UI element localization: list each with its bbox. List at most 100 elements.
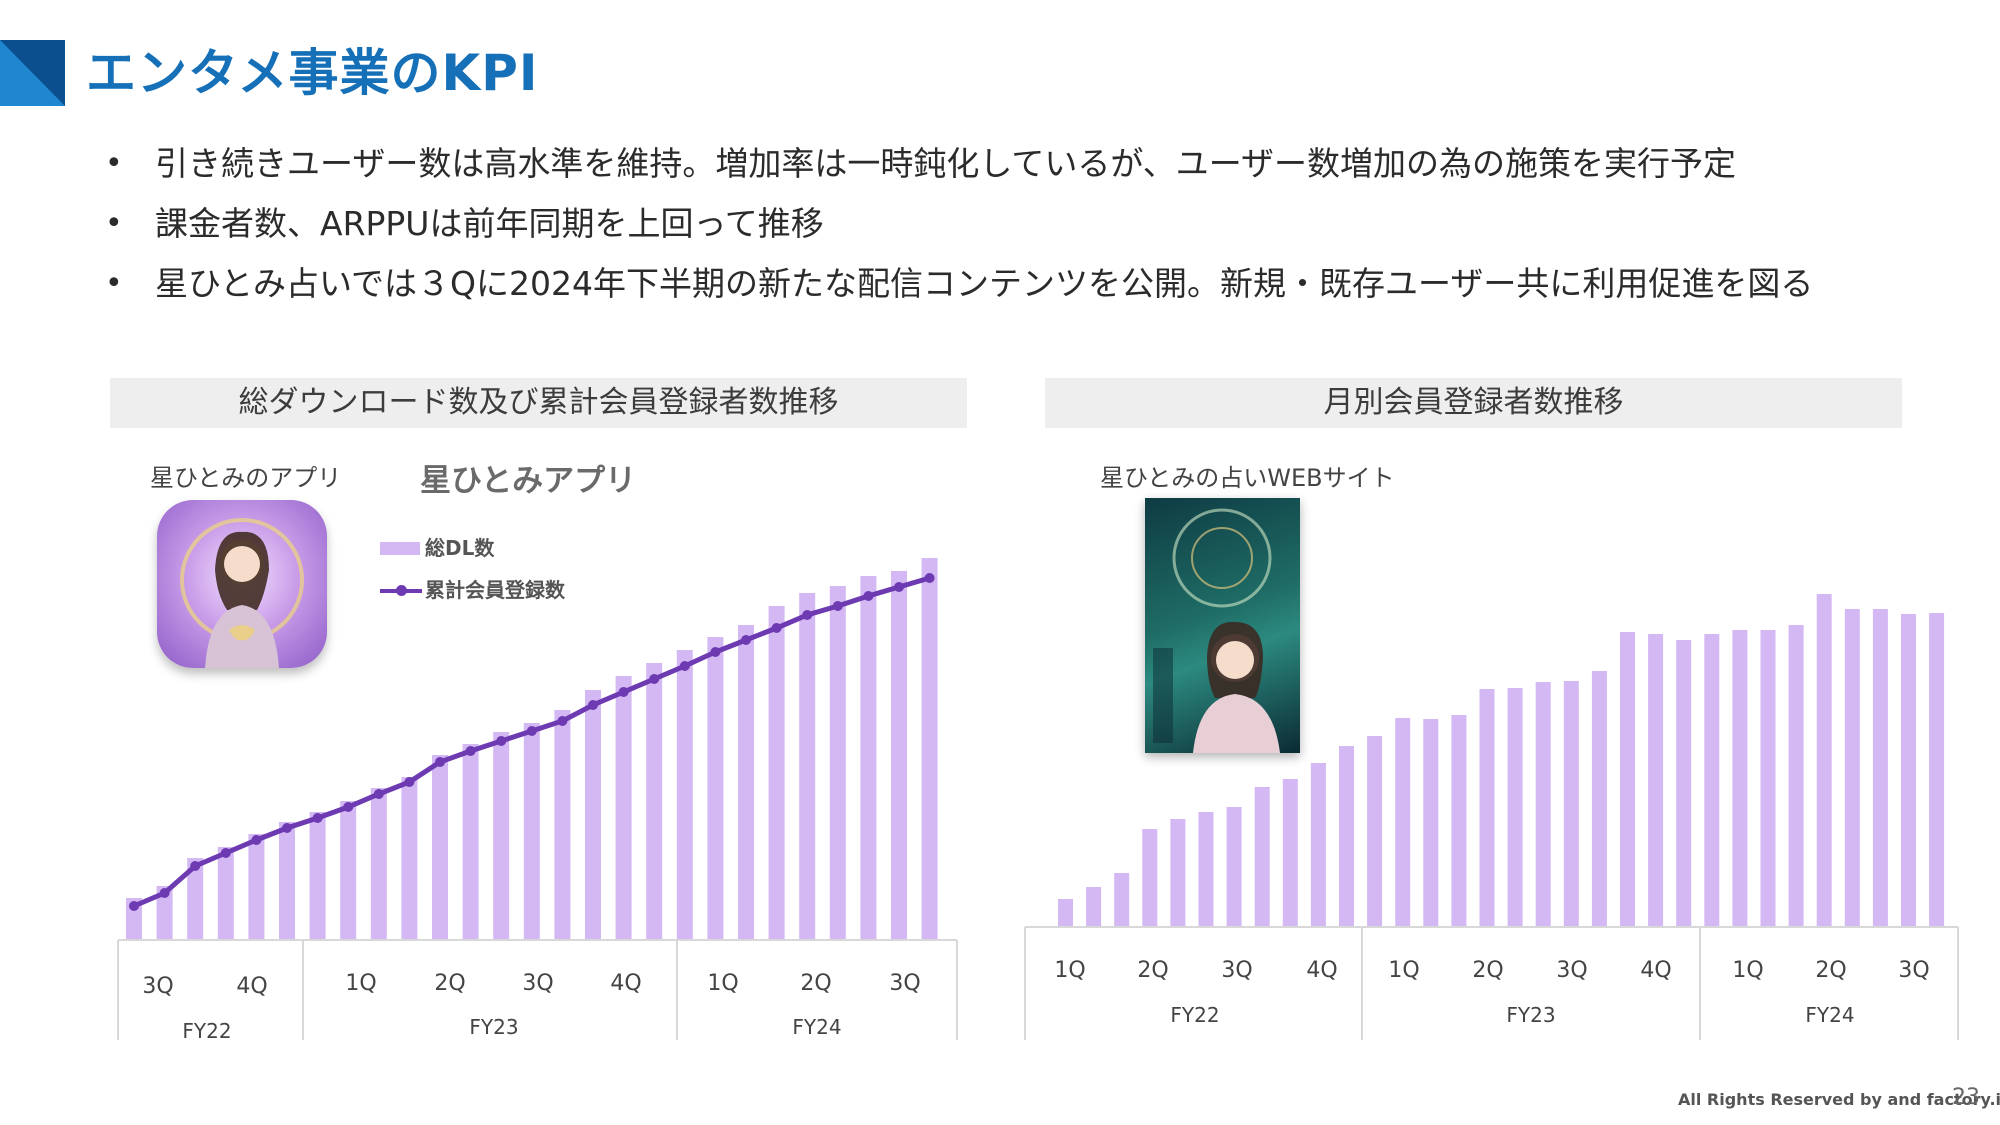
web-label: 星ひとみの占いWEBサイト: [1100, 464, 1395, 492]
quarter-tick-label: 2Q: [1472, 958, 1503, 983]
quarter-tick-label: 3Q: [1556, 958, 1587, 983]
bullet-text: 課金者数、ARPPUは前年同期を上回って推移: [155, 204, 824, 243]
registration-bar: [1563, 681, 1579, 927]
bullet-marker: •: [105, 206, 123, 241]
registrations-point: [343, 802, 354, 812]
registrations-point: [649, 674, 660, 684]
registration-bar: [1620, 632, 1635, 927]
dl-bar: [615, 676, 632, 940]
dl-bar: [401, 777, 418, 940]
total-downloads-chart: 3Q 4Q 1Q 2Q 3Q 4Q 1Q 2Q 3Q FY22 FY23 FY24: [117, 558, 958, 1043]
dl-bar: [707, 637, 724, 940]
registration-bar: [1282, 779, 1298, 927]
fiscal-year-label: FY23: [1506, 1003, 1555, 1027]
dl-bar: [738, 625, 754, 940]
quarter-tick-label: 4Q: [1306, 958, 1337, 983]
dl-bar: [462, 744, 479, 940]
dl-bar: [768, 606, 785, 940]
dl-bar: [891, 571, 907, 940]
registrations-point: [220, 848, 231, 858]
quarter-tick-label: 4Q: [610, 971, 641, 996]
quarter-tick-label: 4Q: [236, 974, 267, 999]
registration-bar: [1114, 873, 1130, 927]
bullet-marker: •: [105, 146, 123, 181]
dl-bar: [309, 812, 326, 940]
registrations-point: [282, 823, 292, 833]
quarter-tick-label: 1Q: [1388, 958, 1419, 983]
app-title: 星ひとみアプリ: [420, 463, 637, 499]
registrations-point: [465, 746, 476, 756]
dl-bar: [370, 788, 387, 940]
fiscal-year-label: FY24: [792, 1015, 841, 1039]
dl-bar: [493, 732, 510, 940]
bullet-item: • 引き続きユーザー数は高水準を維持。増加率は一時鈍化しているが、ユーザー数増加…: [105, 140, 1985, 200]
quarter-tick-label: 2Q: [434, 971, 465, 996]
registrations-point: [159, 888, 170, 898]
fiscal-year-label: FY24: [1805, 1003, 1854, 1027]
registration-bar: [1591, 671, 1607, 927]
bullet-marker: •: [105, 266, 123, 301]
registrations-point: [894, 582, 904, 592]
legend-item-bars: 総DL数: [380, 535, 565, 577]
bullet-text: 星ひとみ占いでは３Qに2024年下半期の新たな配信コンテンツを公開。新規・既存ユ…: [155, 264, 1814, 303]
quarter-tick-label: 1Q: [1054, 958, 1085, 983]
registrations-point: [771, 623, 782, 633]
dl-bar: [217, 847, 234, 940]
page-title: エンタメ事業のKPI: [86, 44, 539, 102]
quarter-tick-label: 3Q: [889, 971, 920, 996]
registration-bar: [1704, 634, 1720, 927]
dl-bar: [829, 586, 846, 940]
quarter-tick-label: 1Q: [707, 971, 738, 996]
registration-bar: [1844, 609, 1860, 927]
dl-bar: [523, 723, 540, 940]
registrations-point: [435, 757, 445, 767]
registration-bar: [1535, 682, 1551, 927]
registration-bar: [1254, 787, 1270, 927]
quarter-tick-label: 3Q: [522, 971, 553, 996]
dl-bar: [646, 663, 663, 940]
legend-bar-swatch: [380, 542, 420, 555]
registrations-point: [190, 861, 201, 871]
registration-bar: [1423, 719, 1439, 927]
legend-line-swatch: [380, 585, 422, 596]
quarter-tick-label: 4Q: [1640, 958, 1671, 983]
quarter-tick-label: 3Q: [1898, 958, 1929, 983]
fiscal-year-label: FY22: [1170, 1003, 1219, 1027]
registration-bar: [1507, 688, 1523, 927]
dl-bar: [676, 650, 693, 940]
app-icon-image: [157, 500, 327, 668]
dl-bar: [554, 710, 571, 940]
legend-line-label: 累計会員登録数: [425, 578, 565, 602]
fiscal-year-label: FY23: [469, 1015, 518, 1039]
quarter-tick-label: 2Q: [1137, 958, 1168, 983]
registration-bar: [1367, 736, 1383, 927]
registrations-point: [404, 777, 415, 787]
registration-bar: [1901, 614, 1916, 927]
registration-bar: [1395, 718, 1411, 927]
dl-bar: [248, 834, 265, 940]
registration-bar: [1788, 625, 1804, 927]
dl-bar: [860, 576, 877, 940]
dl-bar: [340, 801, 357, 940]
copyright-footer: All Rights Reserved by and factory.inc: [1678, 1090, 2000, 1109]
registration-bar: [1479, 689, 1495, 927]
registration-bar: [1058, 899, 1073, 927]
quarter-tick-label: 1Q: [345, 971, 376, 996]
website-image: [1145, 498, 1300, 753]
registration-bar: [1310, 763, 1326, 927]
registration-bar: [1648, 634, 1664, 927]
quarter-tick-label: 2Q: [800, 971, 831, 996]
quarter-tick-label: 1Q: [1732, 958, 1763, 983]
registration-bar: [1142, 829, 1158, 927]
quarter-tick-label: 3Q: [142, 974, 173, 999]
dl-bar: [156, 886, 173, 940]
quarter-tick-label: 3Q: [1221, 958, 1252, 983]
registrations-point: [526, 726, 537, 736]
dl-bar: [187, 858, 204, 940]
bullet-item: • 課金者数、ARPPUは前年同期を上回って推移: [105, 200, 1985, 260]
registrations-point: [924, 573, 935, 583]
bullet-list: • 引き続きユーザー数は高水準を維持。増加率は一時鈍化しているが、ユーザー数増加…: [105, 140, 1985, 320]
registrations-point: [251, 835, 262, 845]
registrations-point: [588, 700, 598, 710]
